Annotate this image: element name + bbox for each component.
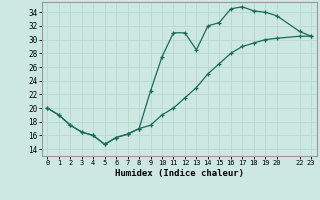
X-axis label: Humidex (Indice chaleur): Humidex (Indice chaleur) [115, 169, 244, 178]
